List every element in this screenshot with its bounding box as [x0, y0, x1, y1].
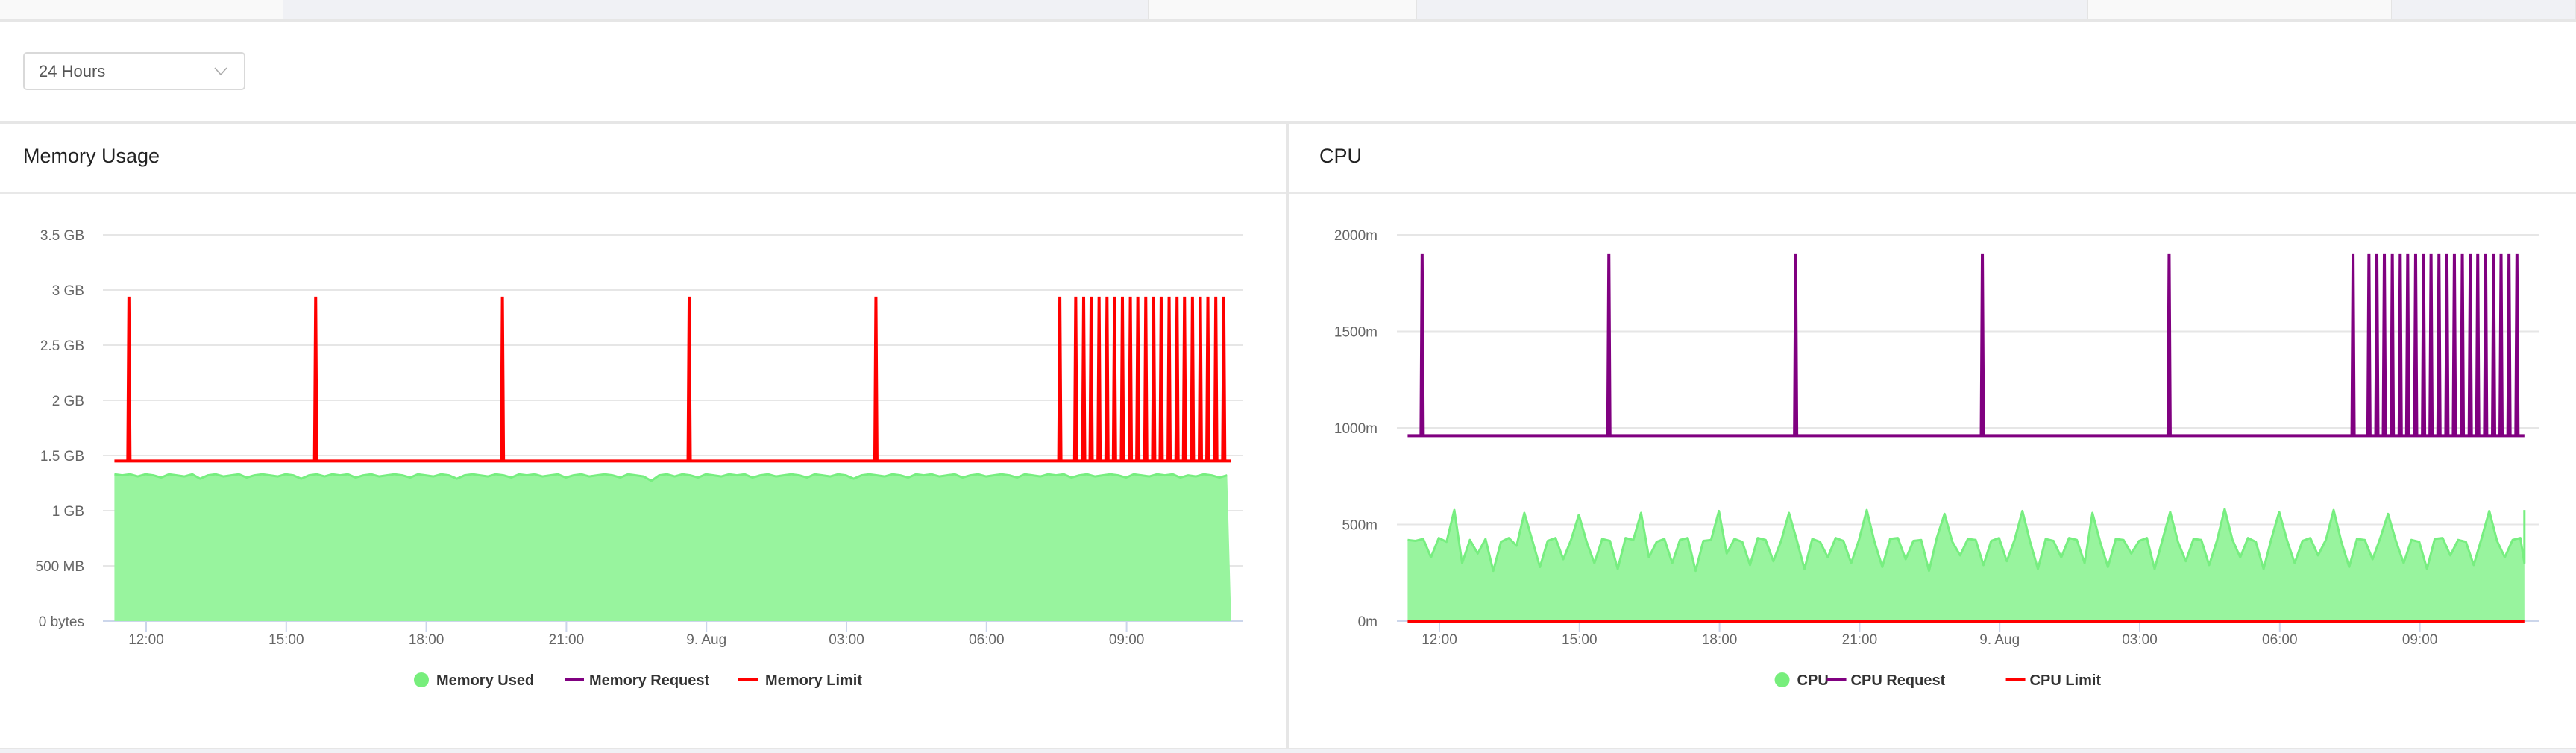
series-memory-limit: [114, 296, 1231, 463]
chart-legend: Memory Used Memory Request Memory Limit: [414, 672, 862, 689]
legend-label: CPU: [1797, 672, 1829, 689]
x-tick-label: 18:00: [409, 632, 444, 648]
y-tick-label: 1 GB: [52, 504, 84, 520]
series-line-0: [114, 473, 1228, 482]
y-tick-label: 0 bytes: [39, 614, 84, 630]
time-range-select[interactable]: 24 Hours: [23, 52, 245, 90]
x-tick-label: 15:00: [268, 632, 304, 648]
legend-label: Memory Limit: [765, 672, 862, 689]
x-tick-label: 12:00: [128, 632, 164, 648]
x-tick-label: 06:00: [969, 632, 1005, 648]
legend-dot-used: [414, 672, 429, 687]
legend-dot-used: [1774, 672, 1790, 687]
x-tick-label: 21:00: [1842, 632, 1878, 648]
x-tick-label: 06:00: [2262, 632, 2298, 648]
chart-legend: CPU CPU Request CPU Limit: [1774, 672, 2102, 689]
y-tick-label: 1.5 GB: [40, 449, 84, 464]
time-range-value: 24 Hours: [39, 62, 106, 81]
x-tick-label: 21:00: [549, 632, 585, 648]
series-area-1: [1407, 508, 2525, 621]
toolbar: 24 Hours: [0, 22, 2576, 121]
y-tick-label: 0m: [1358, 614, 1377, 630]
y-tick-label: 1500m: [1334, 325, 1377, 341]
memory-panel: Memory Usage 0 bytes 500 MB 1 GB 1.5 GB 2 GB…: [0, 124, 1286, 748]
x-tick-label: 9. Aug: [1979, 632, 2020, 648]
x-tick-label: 09:00: [2402, 632, 2438, 648]
memory-usage-chart: 0 bytes 500 MB 1 GB 1.5 GB 2 GB 2.5 GB 3 GB 3.5…: [36, 228, 1243, 689]
y-tick-label: 1000m: [1334, 421, 1377, 437]
tab-cell[interactable]: [1149, 0, 1417, 19]
y-tick-label: 500m: [1342, 518, 1377, 534]
tab-cell[interactable]: [0, 0, 283, 19]
top-tab-strip: [0, 0, 2576, 19]
series-line-1: [1407, 508, 2526, 573]
series-cpu-request: [1407, 253, 2525, 438]
legend-label: Memory Request: [589, 672, 709, 689]
tab-cell[interactable]: [283, 0, 1149, 19]
tab-cell[interactable]: [1417, 0, 2088, 19]
series-area-0: [114, 474, 1231, 621]
y-tick-label: 3.5 GB: [40, 228, 84, 244]
divider: [0, 121, 2576, 124]
x-tick-label: 09:00: [1109, 632, 1145, 648]
memory-panel-title: Memory Usage: [23, 145, 160, 167]
cpu-panel: CPU 0m 500m 1000m 1500m 2000m 12:00 15:00 18:00…: [1289, 124, 2576, 748]
divider: [0, 748, 2576, 749]
memory-panel-header: Memory Usage: [0, 124, 1286, 194]
x-tick-label: 03:00: [829, 632, 864, 648]
y-tick-label: 500 MB: [36, 559, 84, 575]
y-tick-label: 2 GB: [52, 394, 84, 409]
x-tick-label: 03:00: [2122, 632, 2158, 648]
legend-label: CPU Request: [1851, 672, 1946, 689]
x-tick-label: 18:00: [1702, 632, 1738, 648]
tab-cell[interactable]: [2088, 0, 2392, 19]
divider: [0, 19, 2576, 22]
chevron-down-icon: [214, 67, 227, 76]
x-tick-label: 15:00: [1562, 632, 1598, 648]
legend-label: CPU Limit: [2030, 672, 2102, 689]
y-tick-label: 2.5 GB: [40, 338, 84, 354]
cpu-panel-header: CPU: [1289, 124, 2576, 194]
y-tick-label: 3 GB: [52, 283, 84, 299]
y-tick-label: 2000m: [1334, 228, 1377, 244]
panel-divider: [1286, 124, 1289, 748]
x-tick-label: 12:00: [1421, 632, 1457, 648]
legend-label: Memory Used: [436, 672, 534, 689]
cpu-panel-title: CPU: [1319, 145, 1363, 167]
x-tick-label: 9. Aug: [686, 632, 726, 648]
cpu-chart: 0m 500m 1000m 1500m 2000m 12:00 15:00 18:00 21:0…: [1334, 228, 2539, 689]
tab-cell[interactable]: [2392, 0, 2576, 19]
